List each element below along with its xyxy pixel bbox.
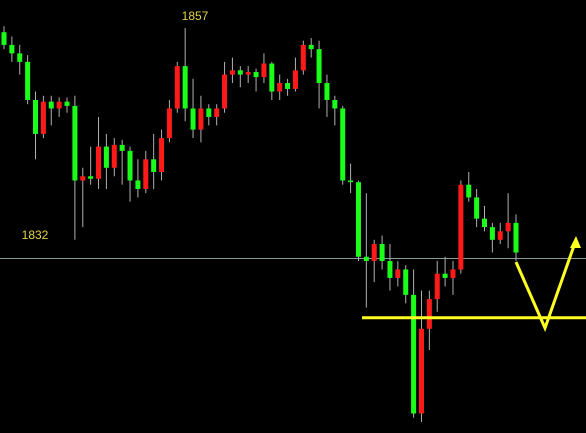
- candle-body: [25, 61, 31, 100]
- candle-body: [371, 244, 377, 261]
- candle-body: [253, 72, 259, 78]
- candle-body: [458, 184, 464, 270]
- annotation: 1832: [22, 228, 49, 242]
- candle-body: [316, 49, 322, 84]
- candle-body: [426, 299, 432, 329]
- candle-body: [355, 182, 361, 257]
- candle-body: [48, 101, 54, 109]
- candle-body: [119, 144, 125, 151]
- candle-body: [151, 159, 157, 173]
- candle-body: [513, 222, 519, 253]
- candle-body: [9, 44, 15, 54]
- candle-body: [269, 63, 275, 92]
- candle-body: [33, 99, 39, 134]
- candle-body: [40, 101, 46, 134]
- candle-body: [340, 108, 346, 181]
- candle-body: [308, 44, 314, 50]
- candle-body: [198, 108, 204, 130]
- candle-body: [395, 269, 401, 278]
- candle-body: [442, 273, 448, 278]
- candle-body: [143, 159, 149, 189]
- candle-body: [174, 66, 180, 109]
- candle-body: [418, 328, 424, 414]
- candle-body: [261, 63, 267, 78]
- candle-body: [403, 269, 409, 295]
- annotation: 1857: [182, 9, 209, 23]
- candle-body: [96, 146, 102, 179]
- candle-body: [182, 66, 188, 109]
- candle-body: [434, 273, 440, 300]
- candle-body: [103, 146, 109, 168]
- candle-body: [387, 260, 393, 278]
- candle-body: [72, 105, 78, 181]
- candle-body: [159, 138, 165, 173]
- candle-body: [348, 180, 354, 183]
- candle-body: [111, 144, 117, 168]
- candle-body: [450, 269, 456, 278]
- candle-body: [411, 294, 417, 414]
- candle-body: [214, 108, 220, 117]
- candle-body: [166, 108, 172, 139]
- candle-body: [206, 108, 212, 117]
- candle-body: [135, 180, 141, 189]
- candle-body: [277, 83, 283, 92]
- arrow-head: [570, 236, 581, 248]
- candle-body: [64, 101, 70, 106]
- candle-body: [481, 218, 487, 228]
- plot: [0, 26, 586, 422]
- candle-body: [56, 101, 62, 109]
- candle-body: [379, 244, 385, 261]
- candle-body: [237, 70, 243, 75]
- candle-body: [292, 70, 298, 89]
- candle-body: [363, 256, 369, 261]
- candle-body: [466, 184, 472, 198]
- candle-body: [80, 176, 86, 181]
- candle-body: [88, 176, 94, 179]
- candle-body: [127, 150, 133, 181]
- projection-arrow: [514, 239, 578, 333]
- candle-body: [285, 83, 291, 89]
- candle-body: [300, 44, 306, 71]
- candle-body: [474, 197, 480, 219]
- candle-body: [245, 72, 251, 75]
- candle-body: [505, 222, 511, 232]
- candle-body: [497, 231, 503, 240]
- candle-body: [229, 70, 235, 75]
- candle-body: [489, 227, 495, 240]
- candle-body: [17, 53, 23, 62]
- candle-body: [190, 108, 196, 130]
- candle-body: [332, 99, 338, 109]
- candle-body: [222, 74, 228, 109]
- candle-body: [1, 32, 7, 45]
- candle-body: [324, 83, 330, 100]
